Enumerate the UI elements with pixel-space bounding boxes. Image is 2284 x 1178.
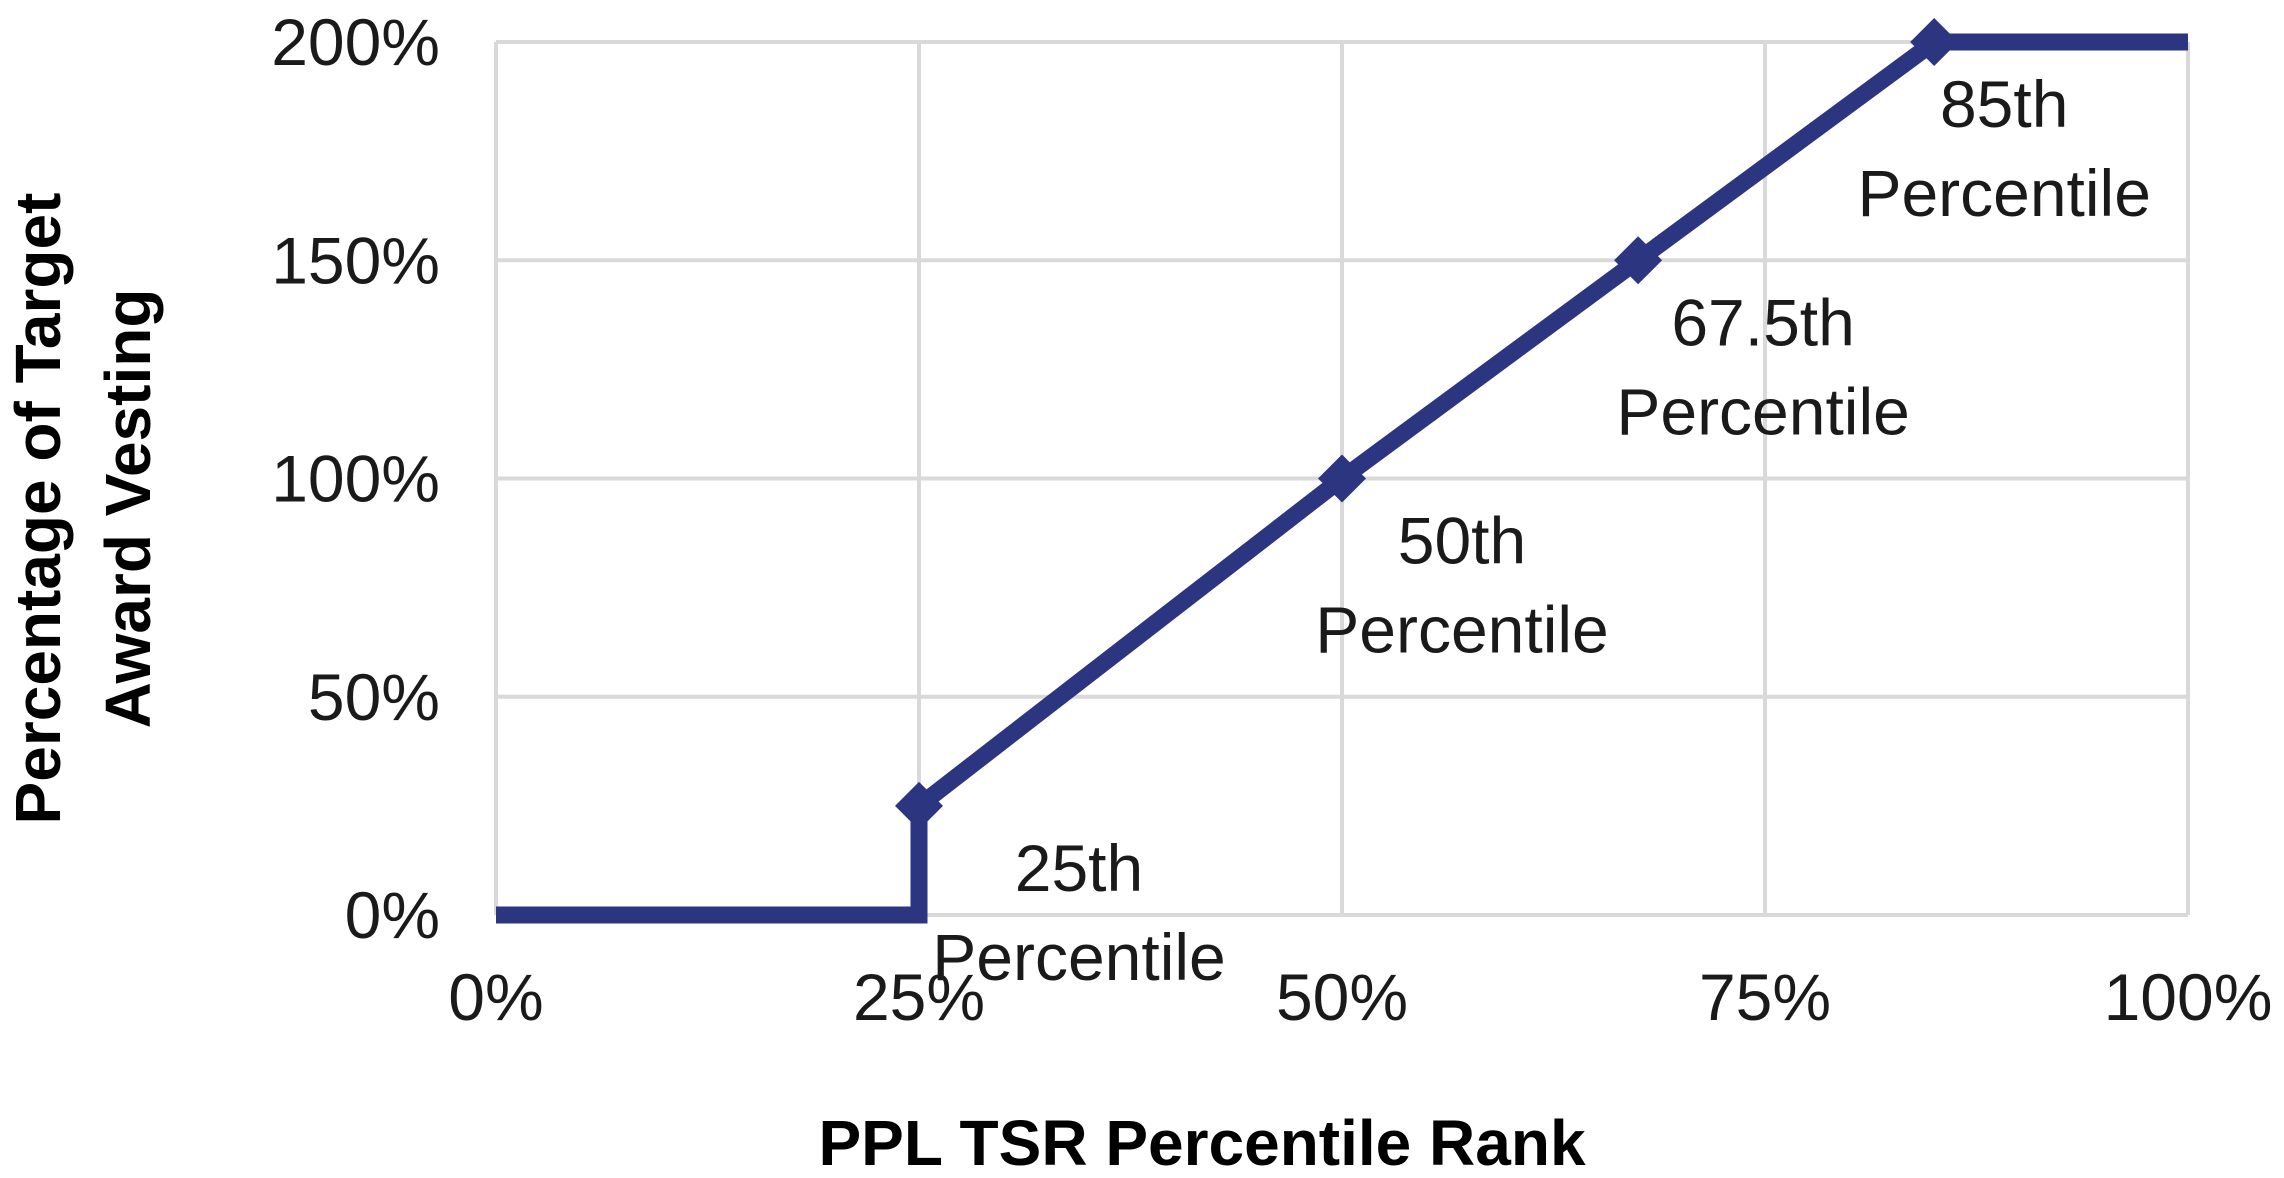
annotation-label: 85th bbox=[1940, 67, 2068, 141]
y-tick-label: 0% bbox=[345, 878, 440, 952]
annotation-label: Percentile bbox=[1616, 374, 1910, 448]
annotations: 25thPercentile50thPercentile67.5thPercen… bbox=[932, 67, 2151, 994]
data-point-marker bbox=[1318, 454, 1366, 503]
annotation-label: Percentile bbox=[932, 920, 1226, 994]
x-tick-label: 100% bbox=[2104, 960, 2273, 1034]
x-tick-label: 25% bbox=[853, 960, 985, 1034]
y-axis-title: Percentage of Target Award Vesting bbox=[2, 193, 164, 825]
data-point-marker bbox=[1910, 18, 1959, 66]
tick-labels: 0% 25% 50% 75% 100% 0% 50% 100% 150% 200% bbox=[271, 5, 2272, 1034]
x-tick-label: 75% bbox=[1699, 960, 1831, 1034]
annotation-label: 25th bbox=[1015, 831, 1143, 905]
x-tick-label: 0% bbox=[448, 960, 543, 1034]
annotation-label: 50th bbox=[1398, 504, 1526, 578]
x-axis-title: PPL TSR Percentile Rank bbox=[818, 1107, 1586, 1178]
x-tick-label: 50% bbox=[1276, 960, 1408, 1034]
y-tick-label: 100% bbox=[271, 442, 440, 516]
annotation-label: Percentile bbox=[1857, 156, 2151, 230]
y-tick-label: 50% bbox=[308, 660, 440, 734]
y-axis-title-line: Percentage of Target bbox=[2, 193, 74, 825]
data-point-marker bbox=[1614, 236, 1663, 285]
annotation-label: 67.5th bbox=[1671, 285, 1855, 359]
marker-layer bbox=[895, 18, 1959, 830]
annotation-label: Percentile bbox=[1315, 593, 1609, 667]
y-tick-label: 150% bbox=[271, 223, 440, 297]
data-point-marker bbox=[895, 781, 943, 830]
y-tick-label: 200% bbox=[271, 5, 440, 79]
y-axis-title-line: Award Vesting bbox=[92, 289, 164, 729]
